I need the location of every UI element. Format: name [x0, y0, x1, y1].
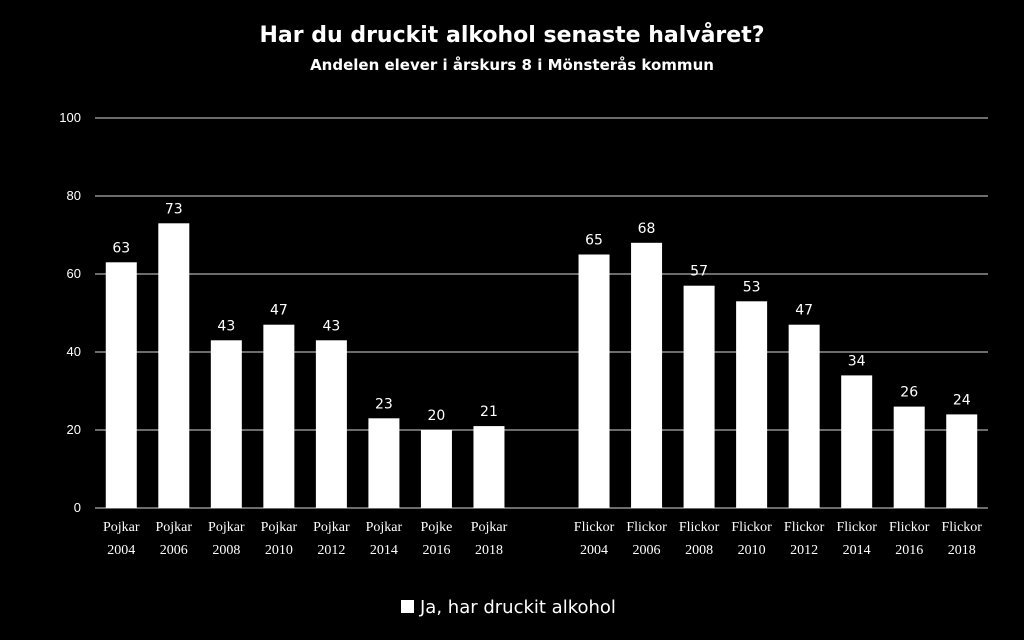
gridlines	[95, 117, 988, 509]
bar	[158, 223, 190, 509]
x-tick-label: 2016	[895, 543, 923, 558]
y-tick-label: 40	[67, 344, 81, 359]
bar	[105, 262, 137, 508]
x-tick-label: 2018	[475, 543, 503, 558]
bar	[788, 324, 820, 508]
bar	[946, 414, 978, 508]
bar	[631, 242, 663, 509]
bar	[841, 375, 873, 508]
x-tick-label: Flickor	[784, 520, 825, 535]
x-tick-label: Pojkar	[156, 520, 193, 535]
bar	[683, 285, 715, 508]
legend-label: Ja, har druckit alkohol	[419, 597, 616, 618]
x-tick-label: Pojkar	[208, 520, 245, 535]
x-tick-label: Flickor	[942, 520, 983, 535]
x-tick-label: Flickor	[626, 520, 667, 535]
x-axis-ticks: Pojkar 2004 Pojkar 2006 Pojkar 2008 Pojkar 2010…	[103, 520, 982, 558]
y-tick-label: 80	[67, 188, 81, 203]
data-label: 26	[900, 385, 918, 401]
x-tick-label: 2010	[738, 543, 766, 558]
x-tick-label: 2014	[370, 543, 398, 558]
x-tick-label: Flickor	[574, 520, 615, 535]
data-label: 43	[217, 318, 235, 334]
data-labels: 63 73 43 47 43 23 20 21 65 68 57 53 47 34 26 24	[112, 201, 970, 424]
x-tick-label: Pojkar	[313, 520, 350, 535]
bar	[368, 418, 400, 508]
bar	[736, 301, 768, 508]
data-label: 73	[165, 201, 183, 217]
bar	[263, 324, 295, 508]
legend-swatch	[401, 600, 414, 613]
bar	[473, 426, 505, 508]
x-tick-label: 2018	[948, 543, 976, 558]
x-tick-label: 2012	[317, 543, 345, 558]
data-label: 47	[795, 303, 813, 319]
x-tick-label: 2004	[107, 543, 135, 558]
data-label: 47	[270, 303, 288, 319]
x-tick-label: 2008	[212, 543, 240, 558]
bar	[578, 254, 610, 508]
x-tick-label: Flickor	[836, 520, 877, 535]
x-tick-label: 2012	[790, 543, 818, 558]
x-tick-label: Flickor	[731, 520, 772, 535]
x-tick-label: 2006	[160, 543, 188, 558]
x-tick-label: Pojkar	[471, 520, 508, 535]
y-tick-label: 0	[74, 500, 81, 515]
x-tick-label: Pojkar	[103, 520, 140, 535]
x-tick-label: Flickor	[679, 520, 720, 535]
y-tick-label: 60	[67, 266, 81, 281]
data-label: 23	[375, 396, 393, 412]
x-tick-label: 2016	[422, 543, 450, 558]
data-label: 24	[953, 392, 971, 408]
bar	[315, 340, 347, 508]
data-label: 68	[638, 221, 656, 237]
bar	[210, 340, 242, 508]
chart-title: Har du druckit alkohol senaste halvåret?	[259, 22, 764, 48]
data-label: 43	[322, 318, 340, 334]
x-tick-label: 2010	[265, 543, 293, 558]
data-label: 63	[112, 240, 130, 256]
data-label: 53	[743, 279, 761, 295]
y-tick-label: 20	[67, 422, 81, 437]
legend: Ja, har druckit alkohol	[401, 597, 616, 618]
x-tick-label: 2008	[685, 543, 713, 558]
bars	[105, 223, 978, 509]
data-label: 65	[585, 233, 603, 249]
data-label: 34	[848, 353, 866, 369]
x-tick-label: Pojke	[420, 520, 452, 535]
x-tick-label: Flickor	[889, 520, 930, 535]
x-tick-label: 2004	[580, 543, 608, 558]
y-tick-label: 100	[59, 110, 81, 125]
data-label: 20	[428, 408, 446, 424]
bar	[420, 430, 452, 508]
data-label: 21	[480, 404, 498, 420]
x-tick-label: 2014	[843, 543, 871, 558]
x-tick-label: Pojkar	[261, 520, 298, 535]
x-tick-label: 2006	[633, 543, 661, 558]
x-tick-label: Pojkar	[366, 520, 403, 535]
chart-subtitle: Andelen elever i årskurs 8 i Mönsterås k…	[310, 56, 714, 74]
y-axis-ticks: 0 20 40 60 80 100	[59, 110, 81, 515]
data-label: 57	[690, 264, 708, 280]
bar	[893, 406, 925, 508]
